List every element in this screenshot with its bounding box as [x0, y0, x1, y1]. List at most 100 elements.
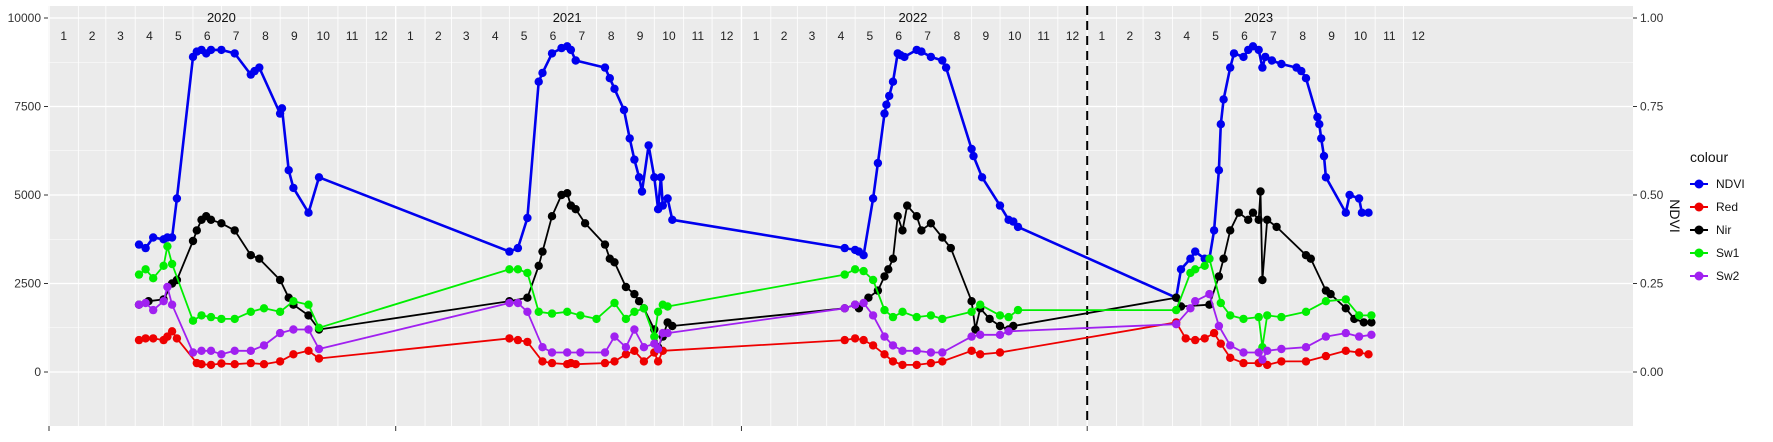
data-point — [523, 337, 532, 347]
data-point — [610, 298, 619, 308]
data-point — [1172, 305, 1181, 315]
data-point — [576, 311, 585, 320]
data-point — [1261, 52, 1270, 62]
month-label: 9 — [982, 29, 989, 43]
data-point — [1326, 289, 1335, 299]
data-point — [938, 314, 947, 324]
data-point — [1004, 327, 1013, 336]
data-point — [1200, 334, 1209, 343]
data-point — [197, 360, 206, 369]
data-point — [967, 144, 976, 154]
data-point — [912, 212, 921, 221]
data-point — [1354, 348, 1364, 357]
data-point — [1226, 226, 1235, 235]
data-point — [859, 266, 868, 276]
data-point — [1226, 341, 1235, 350]
data-point — [172, 334, 182, 343]
data-point — [1301, 357, 1311, 366]
data-point — [1205, 254, 1214, 263]
month-label: 4 — [146, 29, 153, 43]
data-point — [1301, 307, 1311, 316]
data-point — [134, 335, 144, 345]
data-point — [1321, 351, 1331, 361]
data-point — [868, 194, 878, 203]
data-point — [898, 226, 907, 235]
data-point — [289, 350, 298, 359]
legend-key-marker — [1694, 248, 1704, 258]
month-label: 12 — [1412, 29, 1426, 43]
data-point — [163, 282, 172, 292]
data-point — [230, 360, 239, 369]
data-point — [1191, 335, 1200, 345]
month-label: 4 — [492, 29, 499, 43]
year-label: 2023 — [1244, 10, 1273, 25]
data-point — [1254, 45, 1263, 55]
data-point — [926, 52, 936, 62]
data-point — [880, 109, 889, 118]
y-tick-label: 2500 — [14, 277, 41, 291]
year-label: 2021 — [553, 10, 582, 25]
legend-label: Sw1 — [1716, 246, 1740, 260]
data-point — [969, 151, 978, 161]
data-point — [534, 307, 543, 316]
month-label: 10 — [1354, 29, 1368, 43]
data-point — [621, 350, 631, 359]
month-label: 10 — [1008, 29, 1022, 43]
data-point — [246, 251, 255, 260]
data-point — [610, 84, 619, 94]
month-labels: 1 2 3 4 5 6 7 8 9 10 11 12 1 2 3 4 5 6 7 8 9 10 11 12 1 2 3 4 5 6 7 8 9 1… — [60, 29, 1425, 43]
data-point — [1013, 222, 1023, 232]
data-point — [634, 173, 644, 182]
data-point — [246, 346, 255, 355]
data-point — [650, 332, 659, 341]
data-point — [149, 233, 158, 242]
month-label: 10 — [317, 29, 331, 43]
data-point — [217, 314, 226, 324]
data-point — [967, 307, 976, 316]
year-label: 2020 — [207, 10, 236, 25]
month-label: 9 — [291, 29, 298, 43]
data-point — [163, 242, 172, 251]
data-point — [571, 56, 580, 65]
data-point — [1191, 265, 1200, 274]
data-point — [653, 307, 663, 316]
data-point — [650, 173, 659, 182]
data-point — [967, 346, 976, 355]
data-point — [259, 341, 269, 350]
data-point — [900, 52, 909, 62]
data-point — [513, 243, 523, 253]
data-point — [1306, 254, 1316, 263]
data-point — [314, 354, 324, 363]
data-point — [576, 348, 585, 357]
data-point — [275, 275, 285, 285]
month-label: 1 — [753, 29, 760, 43]
data-point — [967, 332, 976, 341]
data-point — [1354, 332, 1364, 341]
data-point — [644, 141, 653, 150]
data-point — [1191, 247, 1200, 256]
data-point — [995, 311, 1005, 320]
data-point — [206, 360, 216, 370]
month-label: 7 — [233, 29, 240, 43]
data-point — [1277, 344, 1286, 354]
legend-label: Nir — [1716, 223, 1731, 237]
month-label: 5 — [866, 29, 873, 43]
series-layer — [134, 42, 1376, 370]
data-point — [217, 359, 226, 368]
y2-tick-label: 0.75 — [1640, 100, 1664, 114]
data-point — [656, 173, 666, 182]
data-point — [976, 350, 985, 359]
data-point — [1341, 346, 1351, 355]
data-point — [534, 77, 543, 86]
data-point — [868, 341, 878, 350]
data-point — [985, 314, 994, 324]
data-point — [938, 233, 947, 242]
legend-key-marker — [1694, 271, 1704, 281]
data-point — [605, 74, 614, 83]
month-label: 5 — [521, 29, 528, 43]
data-point — [880, 332, 889, 341]
data-point — [563, 348, 572, 357]
series-ndvi — [134, 42, 1373, 302]
data-point — [159, 261, 168, 270]
data-point — [547, 212, 557, 221]
